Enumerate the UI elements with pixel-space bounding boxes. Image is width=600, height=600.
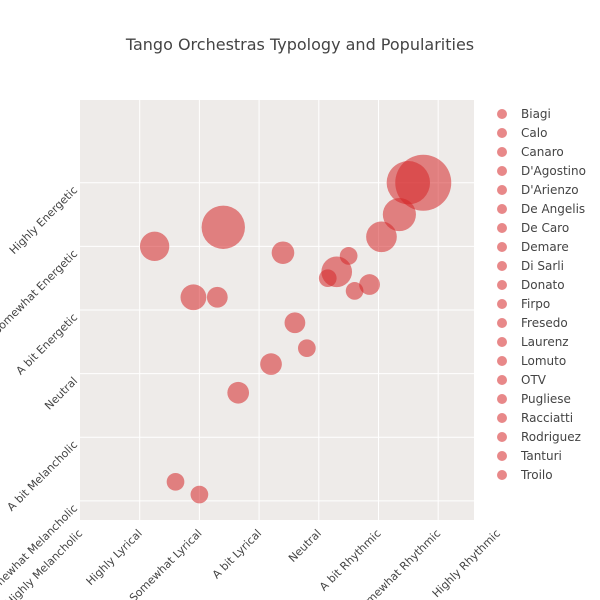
legend-label: Biagi <box>521 107 551 121</box>
legend-label: Troilo <box>520 468 553 482</box>
legend-marker <box>497 109 507 119</box>
marker-d-agostino[interactable] <box>284 312 306 334</box>
legend-marker <box>497 451 507 461</box>
legend-label: OTV <box>521 373 547 387</box>
legend-marker <box>497 470 507 480</box>
legend-item-firpo[interactable]: Firpo <box>497 297 550 311</box>
legend-marker <box>497 413 507 423</box>
legend-item-rodriguez[interactable]: Rodriguez <box>497 430 581 444</box>
marker-donato[interactable] <box>180 284 207 311</box>
legend-item-d-arienzo[interactable]: D'Arienzo <box>497 183 579 197</box>
legend-label: Laurenz <box>521 335 569 349</box>
marker-di-sarli[interactable] <box>366 221 397 253</box>
legend-label: Tanturi <box>520 449 562 463</box>
legend-label: Fresedo <box>521 316 568 330</box>
marker-demare[interactable] <box>206 286 228 308</box>
legend-marker <box>497 204 507 214</box>
legend-label: Donato <box>521 278 565 292</box>
legend-item-di-sarli[interactable]: Di Sarli <box>497 259 564 273</box>
marker-pugliese[interactable] <box>271 241 295 265</box>
marker-firpo[interactable] <box>297 339 316 358</box>
legend-item-pugliese[interactable]: Pugliese <box>497 392 571 406</box>
legend-label: Di Sarli <box>521 259 564 273</box>
legend-label: Pugliese <box>521 392 571 406</box>
legend-item-canaro[interactable]: Canaro <box>497 145 564 159</box>
chart-title: Tango Orchestras Typology and Populariti… <box>125 35 474 54</box>
legend-label: Canaro <box>521 145 564 159</box>
legend-marker <box>497 375 507 385</box>
marker-troilo[interactable] <box>339 247 358 265</box>
legend-item-donato[interactable]: Donato <box>497 278 565 292</box>
legend-marker <box>497 185 507 195</box>
marker-otv[interactable] <box>201 205 245 249</box>
legend-label: D'Agostino <box>521 164 586 178</box>
legend-item-lomuto[interactable]: Lomuto <box>497 354 566 368</box>
legend-label: Firpo <box>521 297 550 311</box>
legend-label: D'Arienzo <box>521 183 579 197</box>
x-tick-label: Highly Lyrical <box>84 527 145 588</box>
legend-label: Racciatti <box>521 411 573 425</box>
legend-marker <box>497 128 507 138</box>
y-tick-label: Neutral <box>42 375 80 413</box>
marker-fresedo[interactable] <box>260 353 282 375</box>
legend-label: Demare <box>521 240 569 254</box>
legend-marker <box>497 147 507 157</box>
marker-biagi[interactable] <box>386 161 431 205</box>
legend-item-biagi[interactable]: Biagi <box>497 107 551 121</box>
legend-item-tanturi[interactable]: Tanturi <box>497 449 562 463</box>
legend-marker <box>497 280 507 290</box>
legend-label: Rodriguez <box>521 430 581 444</box>
markers <box>139 154 452 504</box>
y-tick-label: A bit Energetic <box>14 311 81 378</box>
legend-item-troilo[interactable]: Troilo <box>497 468 553 482</box>
marker-de-caro[interactable] <box>345 282 364 300</box>
legend-item-otv[interactable]: OTV <box>497 373 547 387</box>
legend-item-d-agostino[interactable]: D'Agostino <box>497 164 586 178</box>
legend-marker <box>497 261 507 271</box>
legend-item-fresedo[interactable]: Fresedo <box>497 316 568 330</box>
marker-de-angelis[interactable] <box>382 197 416 232</box>
y-tick-label: Highly Energetic <box>7 184 80 257</box>
x-tick-label: Neutral <box>286 527 324 565</box>
marker-rodriguez[interactable] <box>190 485 209 504</box>
marker-racciatti[interactable] <box>359 274 380 295</box>
legend-label: De Caro <box>521 221 569 235</box>
legend-marker <box>497 242 507 252</box>
legend-item-de-caro[interactable]: De Caro <box>497 221 569 235</box>
legend-item-demare[interactable]: Demare <box>497 240 569 254</box>
marker-calo[interactable] <box>139 231 170 262</box>
x-tick-label: A bit Lyrical <box>210 527 264 581</box>
legend-marker <box>497 394 507 404</box>
legend-marker <box>497 223 507 233</box>
legend-item-de-angelis[interactable]: De Angelis <box>497 202 585 216</box>
y-tick-label: A bit Melancholic <box>5 438 81 514</box>
x-tick-label: A bit Rhythmic <box>317 527 384 594</box>
legend-item-laurenz[interactable]: Laurenz <box>497 335 569 349</box>
legend-label: Lomuto <box>521 354 566 368</box>
legend-item-racciatti[interactable]: Racciatti <box>497 411 573 425</box>
marker-tanturi[interactable] <box>166 472 185 491</box>
legend-label: Calo <box>521 126 547 140</box>
legend-marker <box>497 356 507 366</box>
legend-marker <box>497 318 507 328</box>
legend[interactable]: Biagi Calo Canaro D'Agostino D'Arienzo De Ang… <box>497 107 586 482</box>
legend-marker <box>497 337 507 347</box>
legend-item-calo[interactable]: Calo <box>497 126 547 140</box>
legend-marker <box>497 432 507 442</box>
legend-marker <box>497 299 507 309</box>
legend-marker <box>497 166 507 176</box>
marker-laurenz[interactable] <box>227 381 250 404</box>
legend-label: De Angelis <box>521 202 585 216</box>
marker-lomuto[interactable] <box>318 269 337 288</box>
